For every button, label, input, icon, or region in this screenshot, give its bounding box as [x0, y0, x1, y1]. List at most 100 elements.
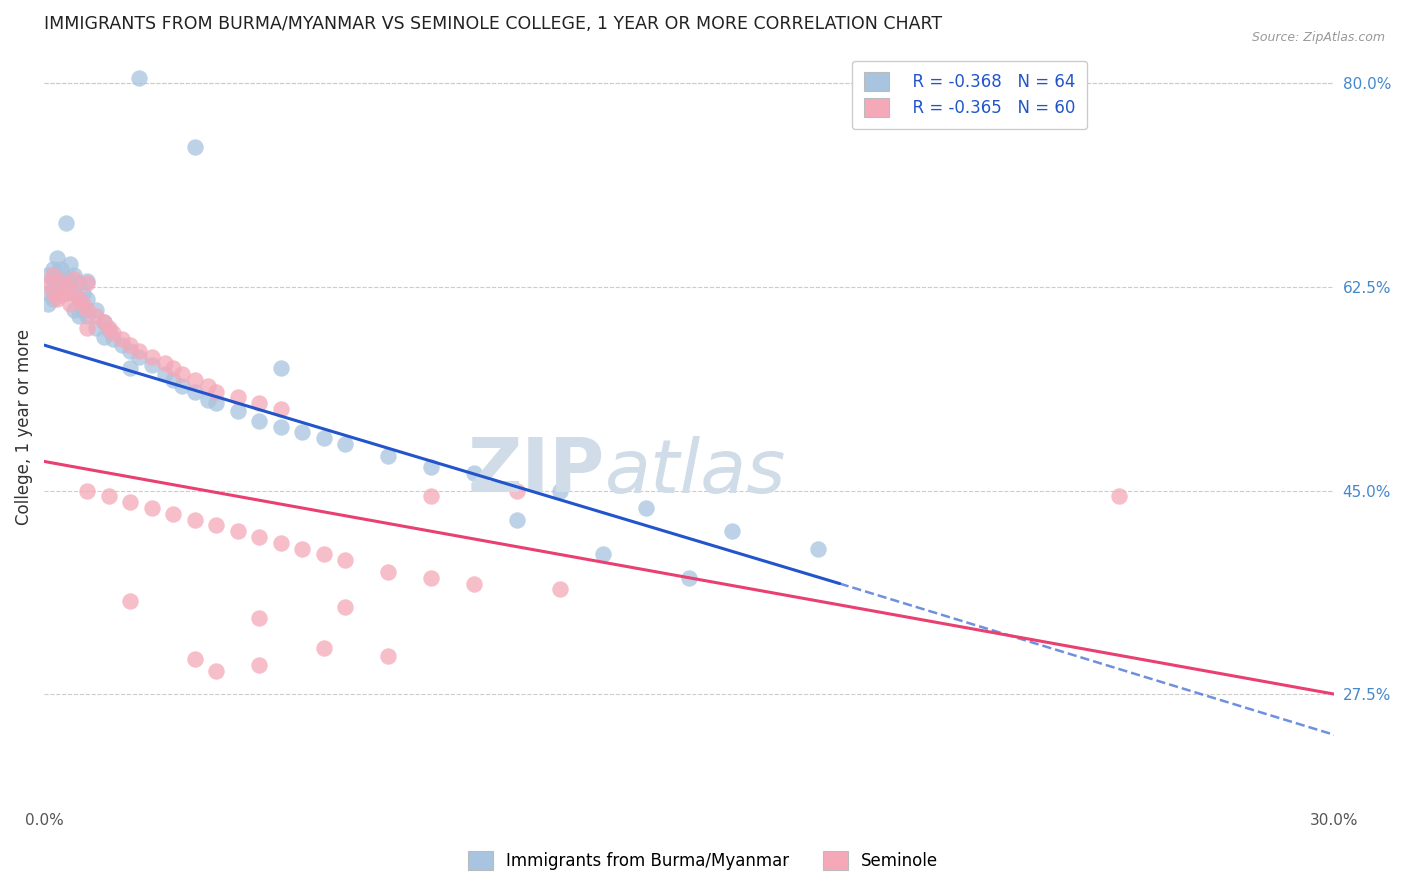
Point [548, 483, 571, 498]
Point [67, 277, 90, 291]
Point [41, 274, 63, 288]
Point [76, 303, 98, 318]
Point [506, 513, 529, 527]
Point [247, 658, 270, 673]
Point [41, 292, 63, 306]
Legend:   R = -0.368   N = 64,   R = -0.365   N = 60: R = -0.368 N = 64, R = -0.365 N = 60 [852, 61, 1087, 129]
Point [120, 338, 142, 352]
Point [63, 272, 86, 286]
Point [101, 332, 124, 346]
Point [63, 285, 86, 300]
Point [247, 396, 270, 410]
Point [76, 309, 98, 323]
Point [46, 280, 69, 294]
Point [270, 361, 292, 376]
Point [205, 384, 228, 399]
Point [63, 268, 86, 283]
Point [333, 437, 356, 451]
Point [420, 571, 443, 585]
Point [41, 284, 63, 298]
Point [84, 309, 107, 323]
Point [55, 216, 77, 230]
Point [548, 582, 571, 597]
Point [270, 402, 292, 417]
Point [37, 277, 59, 291]
Point [183, 513, 205, 527]
Point [162, 373, 184, 387]
Point [59, 297, 82, 311]
Point [678, 571, 700, 585]
Point [141, 350, 163, 364]
Point [291, 425, 314, 440]
Text: atlas: atlas [606, 436, 787, 508]
Point [37, 268, 59, 283]
Point [84, 320, 107, 334]
Point [41, 262, 63, 277]
Legend: Immigrants from Burma/Myanmar, Seminole: Immigrants from Burma/Myanmar, Seminole [461, 844, 945, 877]
Point [120, 361, 142, 376]
Point [46, 251, 69, 265]
Point [247, 611, 270, 625]
Point [59, 257, 82, 271]
Point [120, 594, 142, 608]
Point [72, 285, 94, 300]
Point [51, 288, 73, 302]
Point [67, 292, 90, 306]
Point [226, 391, 249, 405]
Point [76, 274, 98, 288]
Point [128, 70, 150, 85]
Point [721, 524, 744, 539]
Point [247, 530, 270, 544]
Point [205, 664, 228, 678]
Point [170, 379, 193, 393]
Point [1108, 489, 1130, 503]
Point [183, 384, 205, 399]
Point [270, 536, 292, 550]
Point [377, 648, 399, 663]
Point [205, 518, 228, 533]
Point [420, 489, 443, 503]
Point [463, 576, 485, 591]
Point [46, 265, 69, 279]
Point [128, 350, 150, 364]
Point [247, 414, 270, 428]
Point [67, 292, 90, 306]
Point [377, 449, 399, 463]
Point [51, 262, 73, 277]
Point [55, 272, 77, 286]
Point [93, 330, 115, 344]
Point [183, 140, 205, 154]
Point [312, 431, 335, 445]
Point [93, 315, 115, 329]
Point [63, 303, 86, 318]
Point [67, 309, 90, 323]
Point [333, 599, 356, 614]
Point [506, 483, 529, 498]
Point [110, 332, 132, 346]
Point [41, 268, 63, 283]
Point [270, 419, 292, 434]
Point [72, 303, 94, 318]
Text: ZIP: ZIP [468, 435, 606, 508]
Point [55, 285, 77, 300]
Point [291, 541, 314, 556]
Point [101, 326, 124, 341]
Point [76, 292, 98, 306]
Point [141, 358, 163, 372]
Point [97, 320, 120, 334]
Point [226, 524, 249, 539]
Point [110, 338, 132, 352]
Point [141, 500, 163, 515]
Point [333, 553, 356, 567]
Point [807, 541, 830, 556]
Point [205, 396, 228, 410]
Point [93, 315, 115, 329]
Text: Source: ZipAtlas.com: Source: ZipAtlas.com [1251, 31, 1385, 45]
Point [420, 460, 443, 475]
Point [120, 495, 142, 509]
Point [76, 277, 98, 291]
Point [183, 652, 205, 666]
Point [312, 548, 335, 562]
Point [76, 483, 98, 498]
Point [51, 274, 73, 288]
